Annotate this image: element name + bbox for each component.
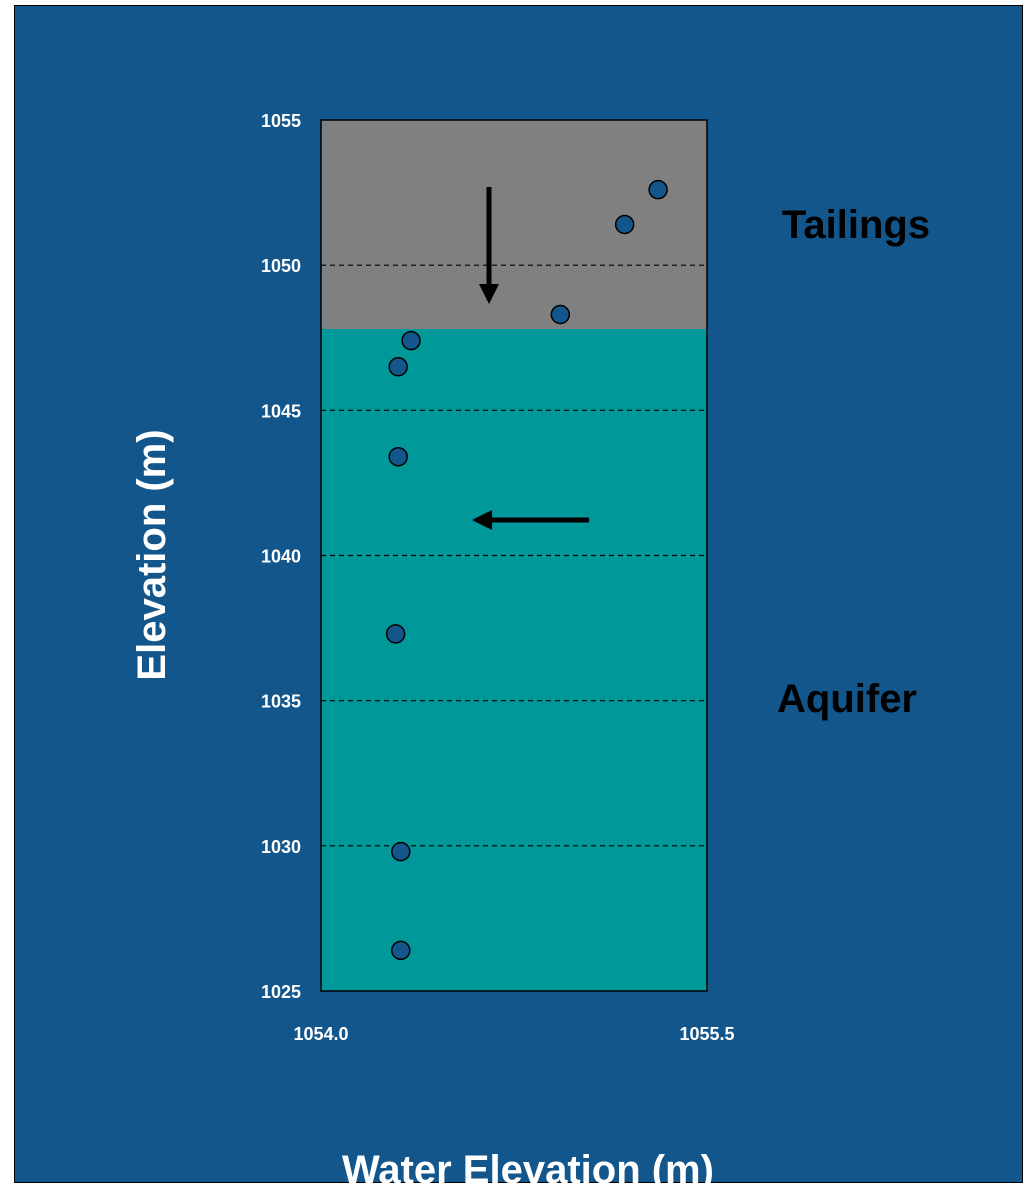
y-tick-label: 1035	[261, 692, 301, 712]
tailings-label: Tailings	[782, 203, 930, 247]
data-point	[614, 214, 635, 235]
data-point	[388, 447, 408, 467]
x-tick-label: 1054.0	[293, 1024, 348, 1044]
x-axis-title: Water Elevation (m)	[342, 1148, 714, 1185]
y-tick-label: 1050	[261, 256, 301, 276]
data-point	[550, 304, 571, 325]
x-tick-label: 1055.5	[679, 1024, 734, 1044]
data-point	[391, 940, 411, 961]
zone-tailings	[321, 120, 707, 330]
plot-border	[320, 119, 708, 992]
data-point	[401, 330, 421, 351]
y-tick-label: 1025	[261, 982, 301, 1002]
y-tick-label: 1030	[261, 837, 301, 857]
data-point	[648, 179, 668, 200]
aquifer-label: Aquifer	[777, 677, 917, 721]
data-point	[391, 841, 411, 862]
y-tick-label: 1045	[261, 401, 301, 421]
y-tick-label: 1040	[261, 547, 301, 567]
data-point	[388, 357, 408, 377]
zone-aquifer	[321, 329, 707, 991]
data-point	[385, 624, 406, 644]
y-axis-title: Elevation (m)	[130, 429, 174, 680]
y-tick-label: 1055	[261, 111, 301, 131]
